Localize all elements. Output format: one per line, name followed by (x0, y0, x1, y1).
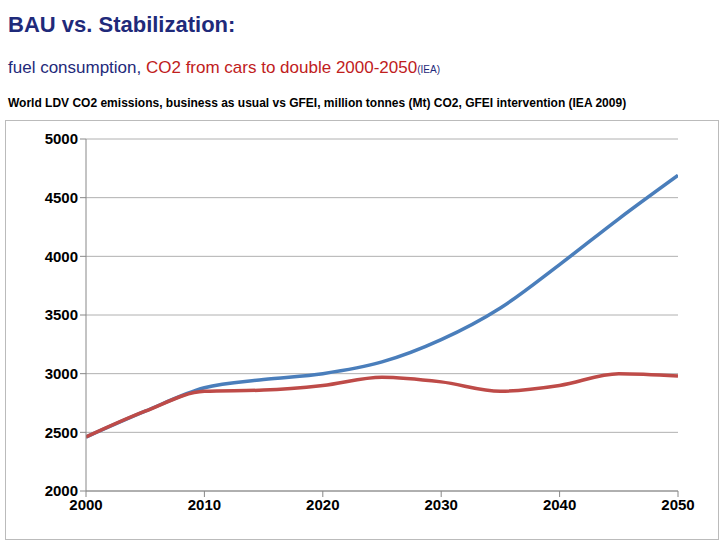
svg-text:5000: 5000 (45, 130, 78, 147)
svg-text:2500: 2500 (45, 424, 78, 441)
html-text:fuel consumption, CO2 from car: fuel consumption, CO2 from cars to doubl… (8, 58, 440, 77)
svg-text:3500: 3500 (45, 306, 78, 323)
svg-text:2000: 2000 (45, 482, 78, 499)
svg-text:2000: 2000 (69, 495, 103, 513)
svg-text:2020: 2020 (306, 496, 339, 513)
svg-text:2050: 2050 (661, 496, 694, 513)
html-text:World LDV CO2 emissions, busin: World LDV CO2 emissions, business as usu… (8, 96, 627, 110)
svg-text:3000: 3000 (45, 365, 78, 382)
svg-text:2040: 2040 (543, 496, 576, 513)
html-text:BAU vs. Stabilization:: BAU vs. Stabilization: (8, 12, 236, 37)
svg-text:2010: 2010 (188, 496, 221, 513)
svg-text:2030: 2030 (425, 496, 458, 513)
svg-text:4500: 4500 (45, 189, 78, 206)
svg-text:4000: 4000 (45, 248, 78, 265)
